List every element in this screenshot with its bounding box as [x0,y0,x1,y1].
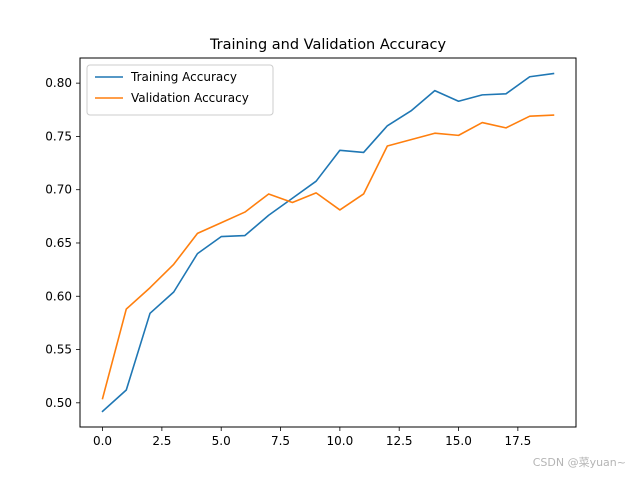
x-tick-label: 5.0 [212,434,231,448]
legend: Training Accuracy Validation Accuracy [86,64,274,116]
x-tick-label: 10.0 [327,434,354,448]
series-line-1 [101,114,555,400]
y-tick-label: 0.65 [45,236,72,250]
x-tick-label: 0.0 [93,434,112,448]
x-tick-label: 17.5 [504,434,531,448]
axes-frame [79,57,577,428]
chart-title: Training and Validation Accuracy [209,37,447,53]
legend-label-1: Validation Accuracy [131,91,249,105]
y-tick-label: 0.55 [45,343,72,357]
legend-label-0: Training Accuracy [130,70,237,84]
x-axis: 0.0 2.5 5.0 7.5 10.0 12.5 15.0 17.5 [93,427,531,448]
series-lines [101,72,555,413]
y-tick-label: 0.50 [45,396,72,410]
x-tick-label: 7.5 [271,434,290,448]
y-tick-label: 0.75 [45,129,72,143]
x-tick-label: 15.0 [445,434,472,448]
x-tick-label: 2.5 [152,434,171,448]
series-line-0 [101,72,555,413]
y-tick-label: 0.80 [45,76,72,90]
y-tick-label: 0.60 [45,289,72,303]
y-tick-label: 0.70 [45,183,72,197]
y-axis: 0.50 0.55 0.60 0.65 0.70 0.75 0.80 [45,76,80,410]
x-tick-label: 12.5 [386,434,413,448]
legend-box [86,64,274,116]
watermark: CSDN @菜yuan~ [532,456,626,469]
